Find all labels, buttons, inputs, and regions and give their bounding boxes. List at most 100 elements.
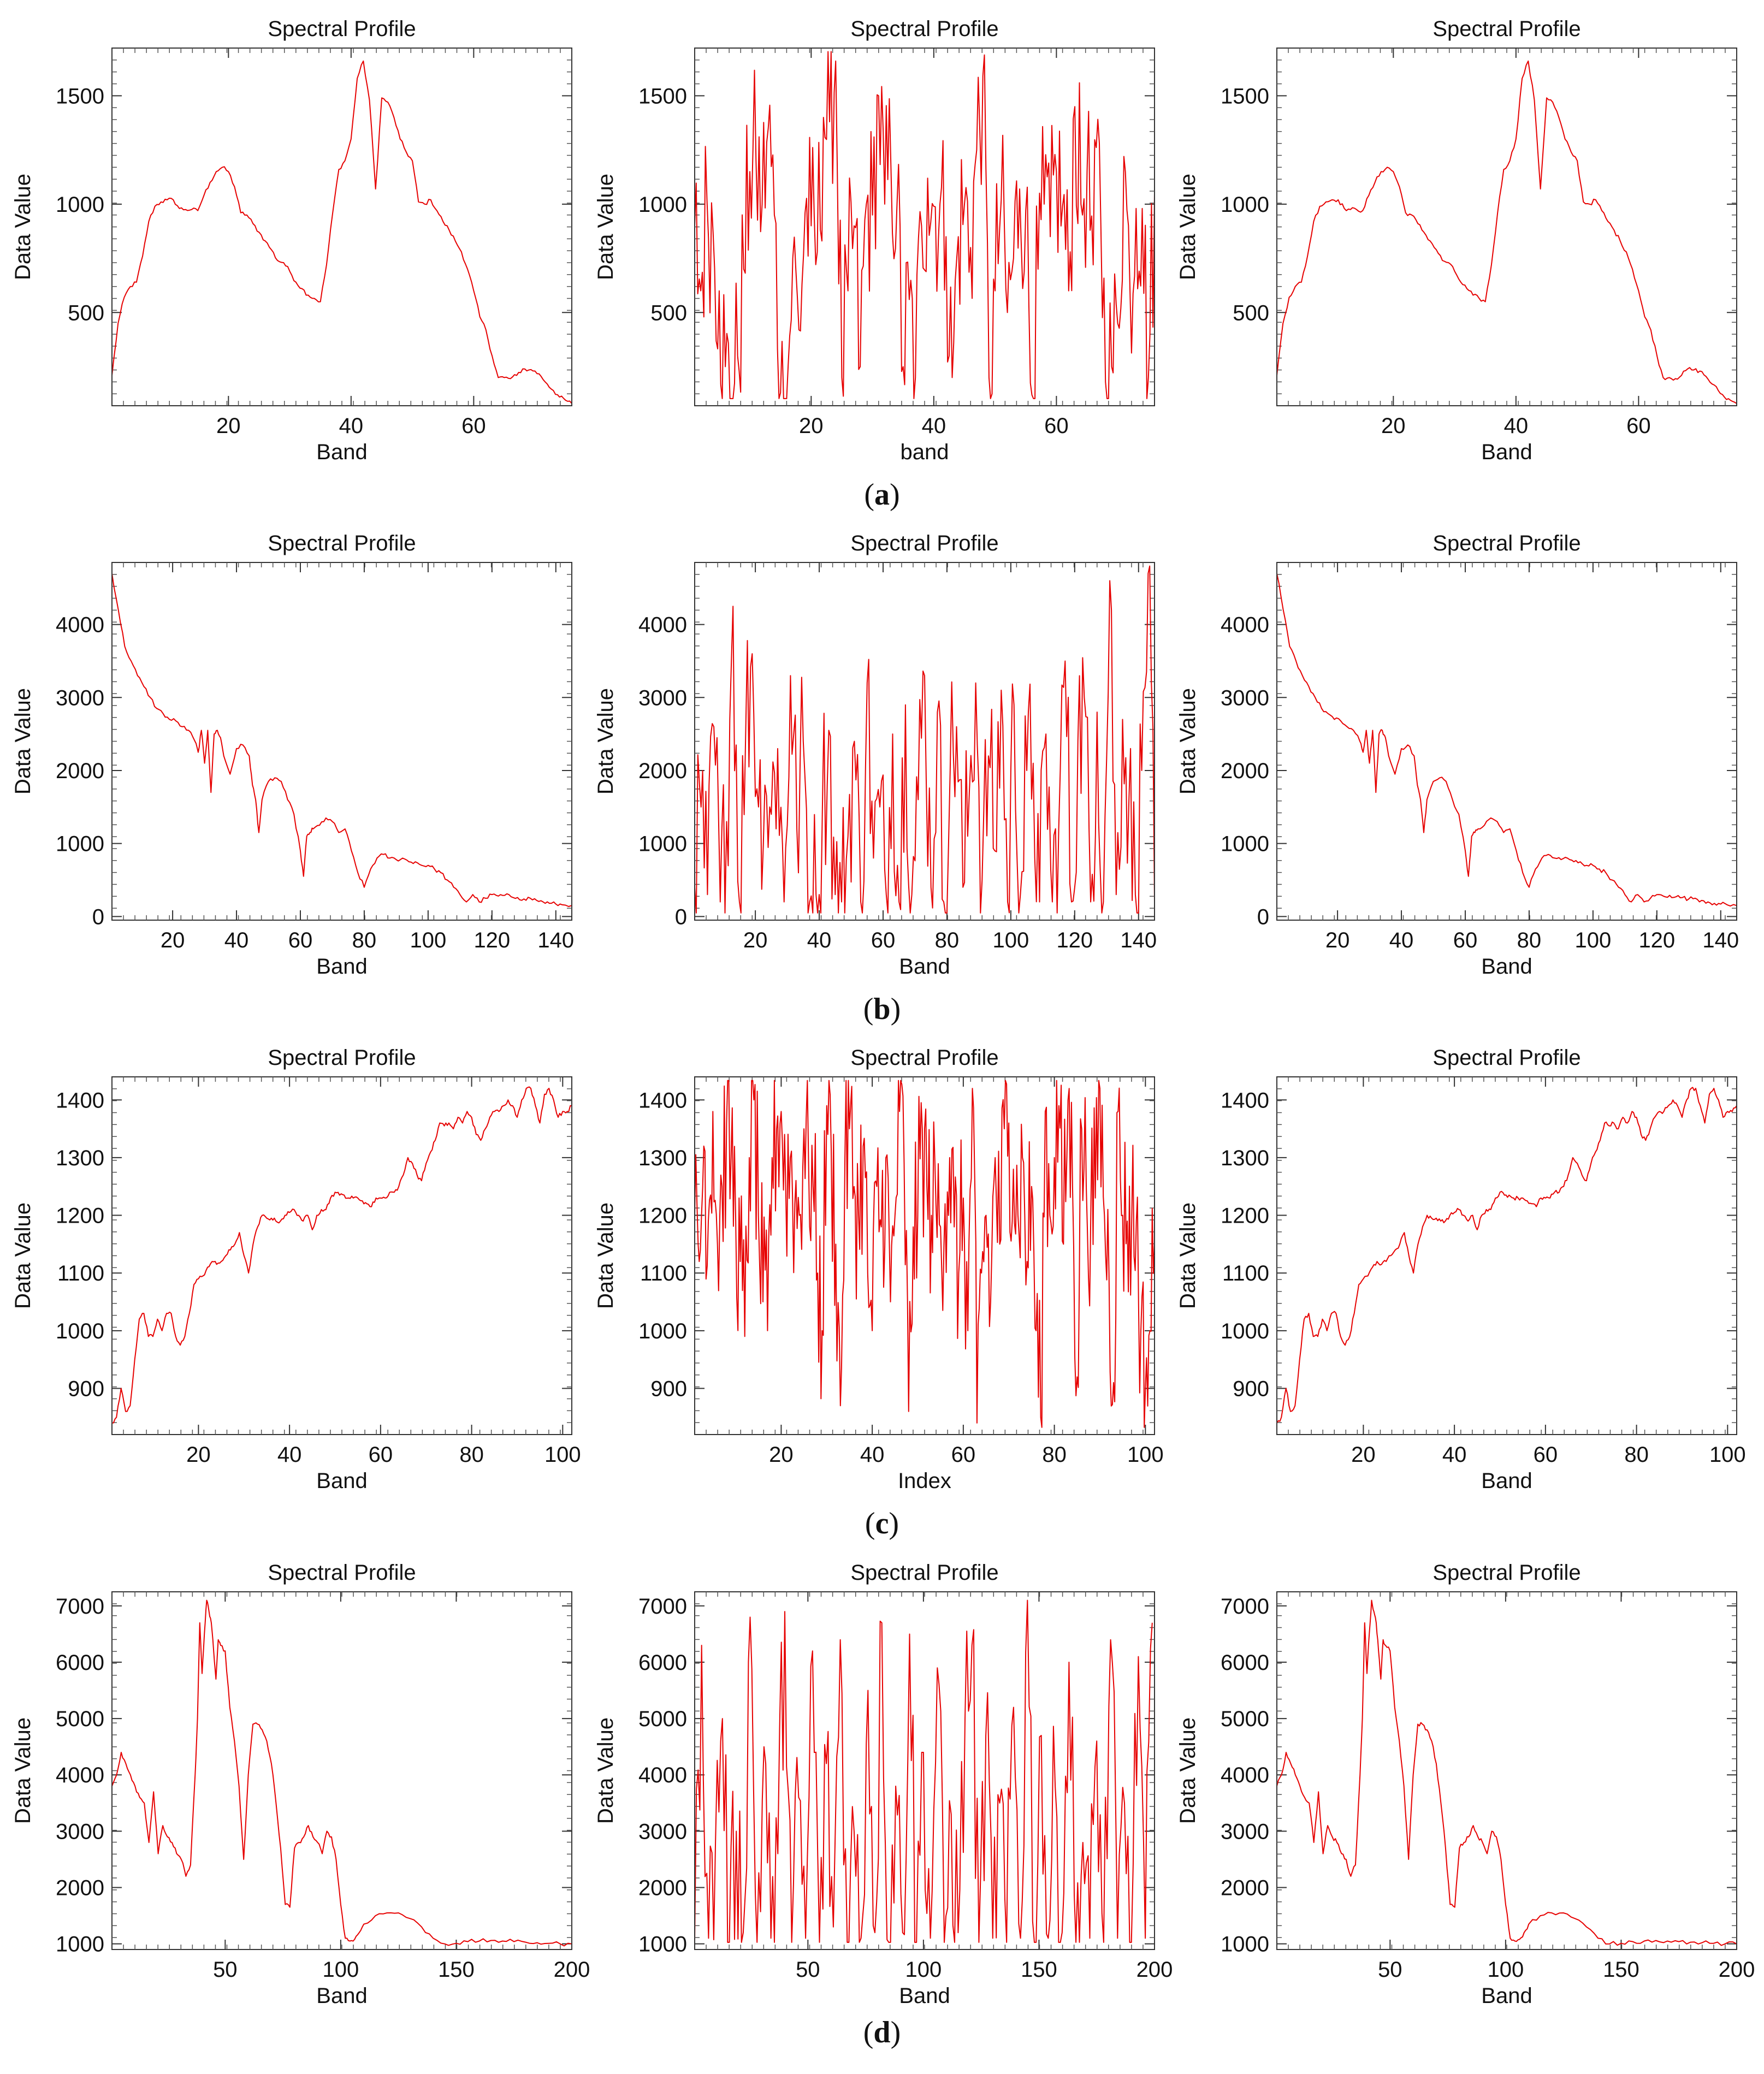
- series-line-profile: [113, 1599, 571, 1947]
- y-tick-label: 3000: [638, 686, 687, 710]
- x-axis-label: Band: [899, 1984, 950, 2008]
- x-tick-label: 60: [1044, 414, 1069, 438]
- y-tick-label: 1000: [638, 1933, 687, 1957]
- y-tick-label: 1100: [1222, 1261, 1269, 1285]
- x-tick-label: 20: [743, 928, 768, 952]
- x-tick-label: 150: [1021, 1958, 1057, 1982]
- x-tick-label: 20: [161, 928, 185, 952]
- y-tick-label: 5000: [1221, 1707, 1269, 1731]
- x-tick-label: 20: [1381, 414, 1406, 438]
- y-tick-label: 1000: [56, 1319, 104, 1343]
- plot-frame: [1276, 1076, 1737, 1435]
- y-tick-label: 1000: [1221, 1319, 1269, 1343]
- y-tick-label: 1000: [1221, 832, 1269, 856]
- y-tick-label: 1000: [1221, 193, 1269, 217]
- x-tick-label: 100: [1127, 1443, 1164, 1467]
- chart-title: Spectral Profile: [1432, 1046, 1581, 1070]
- y-tick-label: 900: [1233, 1377, 1269, 1401]
- x-tick-label: 100: [544, 1443, 581, 1467]
- x-tick-label: 60: [369, 1443, 393, 1467]
- y-tick-label: 0: [675, 905, 687, 929]
- x-tick-label: 100: [410, 928, 447, 952]
- chart-panel-12: Spectral Profile 50 100 150 200 1000 2000 3000 4…: [1176, 1561, 1755, 2008]
- minor-ticks: [695, 562, 1155, 920]
- x-tick-label: 140: [1120, 928, 1157, 952]
- y-tick-label: 1100: [640, 1261, 687, 1285]
- chart-title: Spectral Profile: [1432, 17, 1581, 41]
- minor-ticks: [1277, 1592, 1737, 1949]
- x-axis-label: band: [901, 440, 949, 464]
- y-tick-label: 1300: [638, 1146, 687, 1170]
- y-tick-label: 7000: [638, 1595, 687, 1619]
- chart-title: Spectral Profile: [268, 531, 416, 555]
- x-tick-label: 150: [438, 1958, 475, 1982]
- chart-title: Spectral Profile: [850, 1046, 998, 1070]
- x-axis-label: Band: [316, 440, 367, 464]
- x-tick-label: 20: [1351, 1443, 1376, 1467]
- x-axis-label: Index: [898, 1469, 951, 1493]
- y-tick-label: 2000: [56, 759, 104, 783]
- x-axis-label: Band: [899, 955, 950, 979]
- y-tick-label: 1100: [57, 1261, 104, 1285]
- chart-title: Spectral Profile: [268, 1046, 416, 1070]
- x-tick-label: 120: [1056, 928, 1093, 952]
- y-tick-label: 1000: [56, 193, 104, 217]
- x-tick-label: 200: [1719, 1958, 1755, 1982]
- panel-label-d: (d): [863, 2016, 901, 2049]
- y-axis-label: Data Value: [594, 174, 618, 280]
- plot-frame: [111, 1076, 572, 1435]
- chart-title: Spectral Profile: [1432, 1561, 1581, 1585]
- x-tick-label: 100: [323, 1958, 359, 1982]
- y-axis-label: Data Value: [594, 688, 618, 795]
- x-tick-label: 20: [216, 414, 241, 438]
- y-tick-label: 4000: [638, 1763, 687, 1787]
- x-tick-label: 40: [339, 414, 364, 438]
- y-tick-label: 900: [68, 1377, 104, 1401]
- x-tick-label: 60: [461, 414, 486, 438]
- minor-ticks: [112, 1592, 572, 1949]
- plot-frame: [1276, 48, 1737, 406]
- chart-title: Spectral Profile: [850, 17, 998, 41]
- chart-panel-9: Spectral Profile 20 40 60 80 100 900 1000 1100 12…: [1176, 1046, 1746, 1493]
- series-line-profile: [1277, 1087, 1736, 1424]
- y-tick-label: 0: [1257, 905, 1269, 929]
- y-axis-label: Data Value: [1176, 1202, 1200, 1309]
- y-tick-label: 3000: [1221, 1820, 1269, 1844]
- chart-panel-8: Spectral Profile 20 40 60 80 100 900 1000 1100 12…: [594, 1046, 1164, 1493]
- minor-ticks: [112, 1077, 572, 1435]
- series-line-profile: [113, 1086, 571, 1424]
- y-tick-label: 3000: [56, 686, 104, 710]
- x-tick-label: 60: [1453, 928, 1478, 952]
- x-tick-label: 40: [860, 1443, 885, 1467]
- y-tick-label: 1000: [638, 193, 687, 217]
- x-axis-label: Band: [1481, 955, 1532, 979]
- y-tick-label: 500: [650, 301, 687, 325]
- y-tick-label: 7000: [1221, 1595, 1269, 1619]
- x-tick-label: 50: [796, 1958, 820, 1982]
- y-tick-label: 1200: [1221, 1204, 1269, 1228]
- x-tick-label: 140: [537, 928, 574, 952]
- panel-label-a: (a): [864, 478, 899, 512]
- x-tick-label: 80: [1624, 1443, 1649, 1467]
- y-tick-label: 6000: [1221, 1651, 1269, 1675]
- y-axis-label: Data Value: [594, 1202, 618, 1309]
- x-axis-label: Band: [1481, 1984, 1532, 2008]
- x-tick-label: 40: [807, 928, 832, 952]
- y-tick-label: 1300: [1221, 1146, 1269, 1170]
- y-axis-label: Data Value: [11, 688, 35, 795]
- y-tick-label: 4000: [56, 613, 104, 637]
- y-tick-label: 1000: [1221, 1933, 1269, 1957]
- y-tick-label: 2000: [1221, 1876, 1269, 1900]
- x-tick-label: 50: [1378, 1958, 1402, 1982]
- minor-ticks: [1277, 562, 1737, 920]
- x-tick-label: 100: [993, 928, 1029, 952]
- chart-title: Spectral Profile: [850, 531, 998, 555]
- y-tick-label: 1500: [1221, 84, 1269, 108]
- y-tick-label: 1400: [1221, 1088, 1269, 1112]
- chart-panel-10: Spectral Profile 50 100 150 200 1000 2000 3000 4…: [11, 1561, 590, 2008]
- x-axis-label: Band: [316, 1469, 367, 1493]
- y-tick-label: 1300: [56, 1146, 104, 1170]
- plot-frame: [694, 48, 1155, 406]
- chart-panel-2: Spectral Profile 20 40 60 500 1000 1500 band Dat…: [594, 17, 1155, 464]
- series-line-profile: [1277, 1599, 1736, 1946]
